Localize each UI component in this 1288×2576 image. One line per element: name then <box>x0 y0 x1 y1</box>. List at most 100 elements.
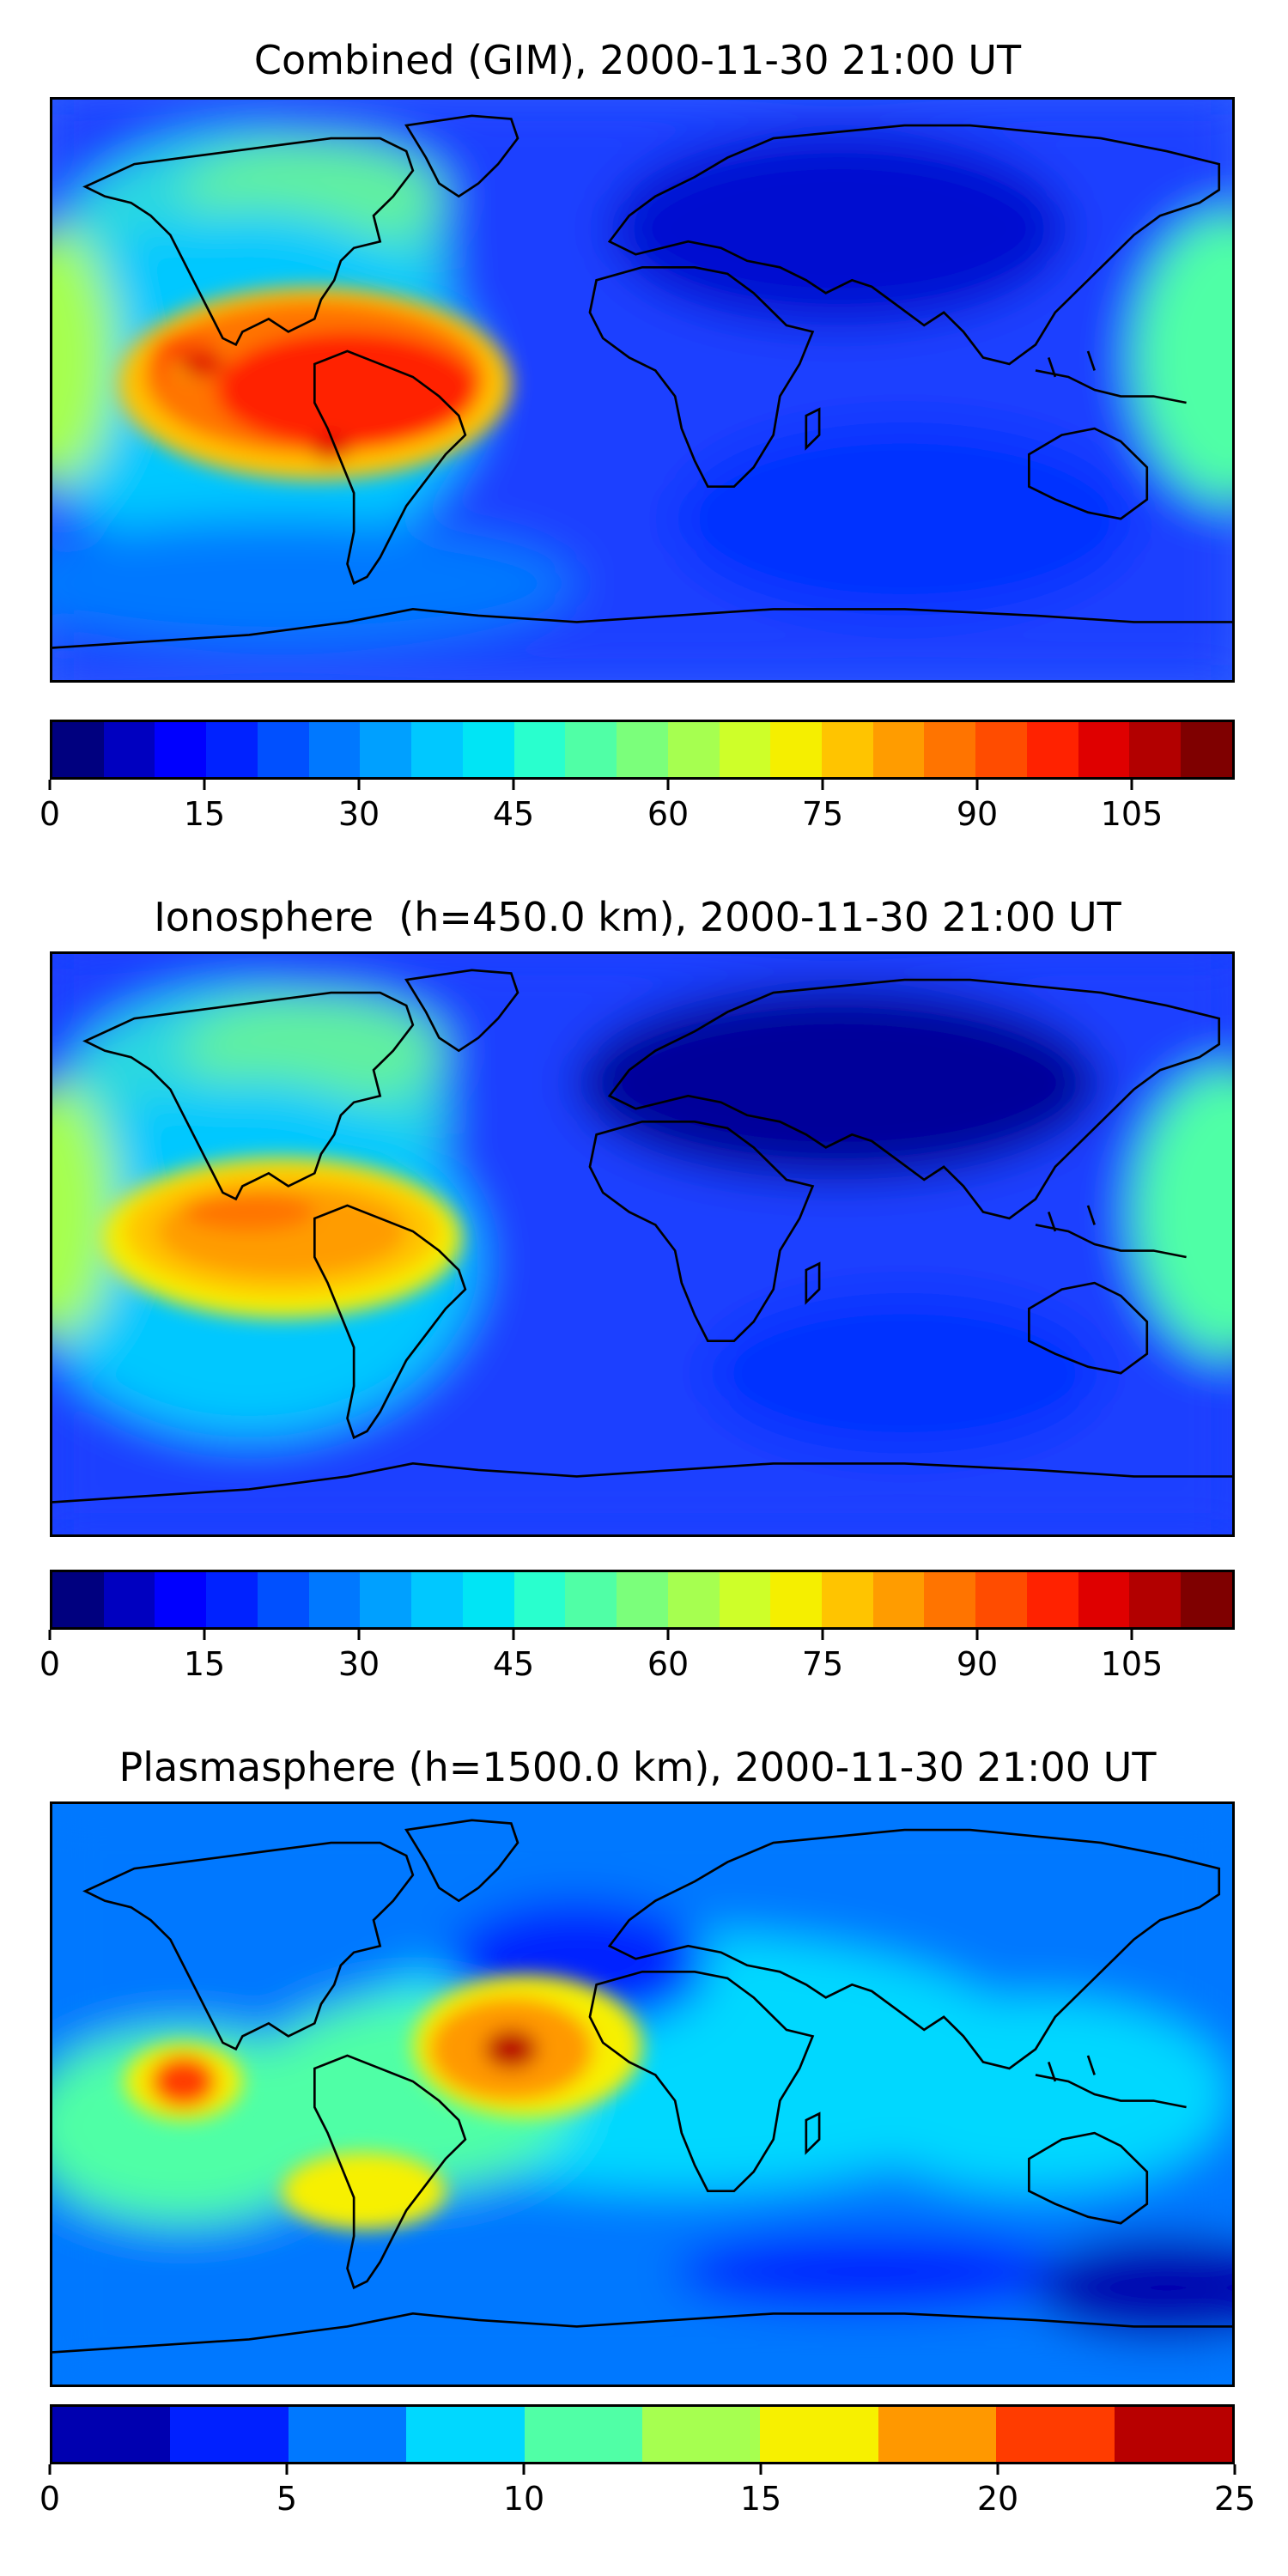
colorbar-ionosphere <box>50 1570 1235 1630</box>
colorbar-tick <box>821 1630 824 1640</box>
colorbar-tick <box>285 2464 289 2475</box>
tec-map-combined <box>50 97 1235 683</box>
colorbar-tick-label: 90 <box>956 1645 999 1683</box>
colorbar-tick <box>666 780 670 790</box>
colorbar-segment <box>822 722 873 777</box>
colorbar-segment <box>878 2407 997 2462</box>
colorbar-segment <box>1078 722 1130 777</box>
colorbar-tick <box>1233 2464 1236 2475</box>
colorbar-segment <box>975 1572 1027 1627</box>
tec-map-combined-canvas <box>52 100 1232 680</box>
colorbar-tick <box>48 2464 52 2475</box>
colorbar-tick <box>975 780 979 790</box>
colorbar-segment <box>1026 722 1078 777</box>
map-title-plasmasphere: Plasmasphere (h=1500.0 km), 2000-11-30 2… <box>118 1744 1157 1790</box>
colorbar-tick-label: 30 <box>337 795 380 833</box>
colorbar-segment <box>103 722 155 777</box>
colorbar-segment <box>1129 722 1182 777</box>
colorbar-segment <box>524 2407 643 2462</box>
colorbar-tick <box>512 1630 515 1640</box>
colorbar-tick-label: 0 <box>39 2480 61 2518</box>
colorbar-tick-label: 45 <box>492 1645 535 1683</box>
colorbar-tick-label: 75 <box>801 795 844 833</box>
colorbar-segment <box>103 1572 155 1627</box>
colorbar-segment <box>411 722 463 777</box>
colorbar-tick-label: 30 <box>337 1645 380 1683</box>
colorbar-segment <box>872 1572 925 1627</box>
colorbar-tick <box>48 1630 52 1640</box>
colorbar-tick <box>666 1630 670 1640</box>
colorbar-segment <box>406 2407 525 2462</box>
colorbar-segment <box>257 722 309 777</box>
colorbar-segment <box>257 1572 309 1627</box>
colorbar-segment <box>975 722 1027 777</box>
colorbar-segment <box>462 722 514 777</box>
colorbar-tick-label: 15 <box>183 795 226 833</box>
colorbar-segment <box>667 722 720 777</box>
colorbar-ticks-ionosphere: 0 15 30 45 60 75 90 105 <box>39 1630 1235 1683</box>
colorbar-tick-label: 20 <box>976 2480 1019 2518</box>
colorbar-segment <box>719 722 771 777</box>
colorbar-segment <box>513 722 566 777</box>
colorbar-segment <box>719 1572 771 1627</box>
colorbar-tick <box>357 1630 361 1640</box>
colorbar-segment <box>308 722 361 777</box>
colorbar-segment <box>770 1572 823 1627</box>
colorbar-segment <box>770 722 823 777</box>
tec-map-plasmasphere <box>50 1801 1235 2387</box>
colorbar-segment <box>822 1572 873 1627</box>
colorbar-segment <box>924 1572 976 1627</box>
map-title-ionosphere: Ionosphere (h=450.0 km), 2000-11-30 21:0… <box>154 894 1121 940</box>
colorbar-tick-label: 45 <box>492 795 535 833</box>
colorbar-segment <box>617 1572 668 1627</box>
colorbar-segment <box>617 722 668 777</box>
colorbar-tick <box>512 780 515 790</box>
colorbar-segment <box>1181 1572 1232 1627</box>
colorbar-tick-label: 15 <box>739 2480 782 2518</box>
colorbar-segment <box>52 1572 104 1627</box>
tec-map-ionosphere-canvas <box>52 954 1232 1534</box>
colorbar-segment <box>155 722 207 777</box>
colorbar-tick-label: 60 <box>647 795 690 833</box>
colorbar-segment <box>206 722 258 777</box>
colorbar-tick-label: 5 <box>276 2480 298 2518</box>
colorbar-tick <box>522 2464 526 2475</box>
colorbar-segment <box>872 722 925 777</box>
colorbar-segment <box>1078 1572 1130 1627</box>
colorbar-tick-label: 105 <box>1100 1645 1163 1683</box>
colorbar-plasmasphere <box>50 2404 1235 2464</box>
colorbar-ticks-plasmasphere: 0 5 10 15 20 25 <box>39 2464 1255 2518</box>
colorbar-tick <box>821 780 824 790</box>
colorbar-tick <box>203 780 206 790</box>
colorbar-tick-label: 15 <box>183 1645 226 1683</box>
colorbar-segment <box>1181 722 1232 777</box>
colorbar-tick-label: 90 <box>956 795 999 833</box>
colorbar-segment <box>565 1572 617 1627</box>
colorbar-segment <box>1129 1572 1182 1627</box>
colorbar-tick-label: 10 <box>502 2480 545 2518</box>
colorbar-segment <box>1026 1572 1078 1627</box>
colorbar-segment <box>462 1572 514 1627</box>
colorbar-tick <box>48 780 52 790</box>
colorbar-segment <box>52 722 104 777</box>
colorbar-segment <box>308 1572 361 1627</box>
colorbar-segment <box>642 2407 761 2462</box>
tec-map-ionosphere <box>50 951 1235 1537</box>
colorbar-segment <box>411 1572 463 1627</box>
colorbar-segment <box>206 1572 258 1627</box>
colorbar-tick <box>1130 1630 1133 1640</box>
map-title-combined: Combined (GIM), 2000-11-30 21:00 UT <box>253 37 1022 83</box>
colorbar-segment <box>565 722 617 777</box>
colorbar-segment <box>52 2407 171 2462</box>
colorbar-tick <box>996 2464 999 2475</box>
colorbar-tick-label: 60 <box>647 1645 690 1683</box>
colorbar-segment <box>1114 2407 1233 2462</box>
colorbar-tick-label: 0 <box>39 1645 61 1683</box>
colorbar-segment <box>170 2407 289 2462</box>
colorbar-segment <box>155 1572 207 1627</box>
colorbar-tick <box>1130 780 1133 790</box>
colorbar-segment <box>288 2407 407 2462</box>
colorbar-tick <box>203 1630 206 1640</box>
colorbar-segment <box>996 2407 1115 2462</box>
colorbar-segment <box>513 1572 566 1627</box>
